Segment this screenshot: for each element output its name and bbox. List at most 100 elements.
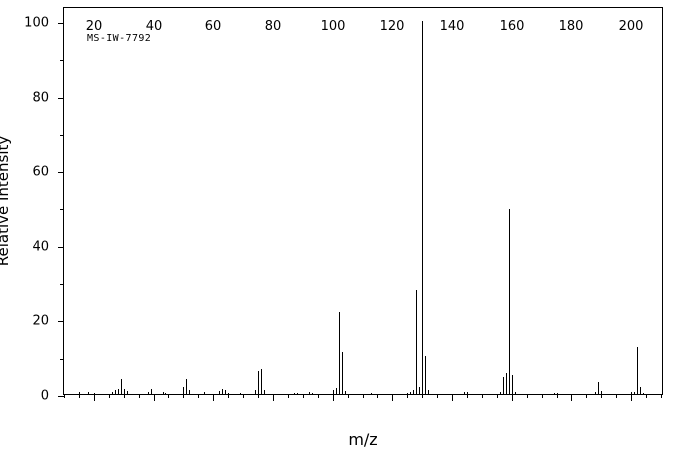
peak-bar bbox=[219, 391, 220, 394]
peak-bar bbox=[515, 391, 516, 394]
peak-bar bbox=[294, 392, 295, 394]
peak-bar bbox=[336, 388, 337, 394]
peak-bar bbox=[342, 352, 343, 394]
y-tick-label: 0 bbox=[40, 388, 49, 404]
y-major-tick: 100 bbox=[24, 15, 64, 30]
x-minor-tick bbox=[243, 394, 244, 398]
x-major-tick bbox=[213, 394, 214, 401]
x-minor-tick bbox=[258, 394, 259, 398]
x-minor-tick bbox=[198, 394, 199, 398]
x-minor-tick bbox=[303, 394, 304, 398]
x-minor-tick bbox=[109, 394, 110, 398]
x-minor-tick bbox=[124, 394, 125, 398]
peak-bar bbox=[598, 382, 599, 394]
peak-bar bbox=[416, 289, 417, 394]
x-minor-tick bbox=[363, 394, 364, 398]
peak-bar bbox=[127, 391, 128, 394]
peak-bar bbox=[309, 392, 310, 394]
x-minor-tick bbox=[661, 394, 662, 398]
x-tick-label: 120 bbox=[379, 19, 405, 34]
peak-bar bbox=[312, 392, 313, 394]
x-major-tick bbox=[631, 394, 632, 401]
y-tick-label: 40 bbox=[32, 239, 49, 255]
x-minor-tick bbox=[482, 394, 483, 398]
peak-bar bbox=[464, 392, 465, 394]
x-minor-tick bbox=[601, 394, 602, 398]
x-minor-tick bbox=[377, 394, 378, 398]
peak-bar bbox=[640, 387, 641, 394]
y-minor-tick bbox=[60, 358, 64, 360]
peak-bar bbox=[118, 389, 119, 394]
peak-bar bbox=[228, 392, 229, 394]
peak-bar bbox=[643, 392, 644, 394]
y-major-tick: 40 bbox=[32, 239, 64, 254]
peak-bar bbox=[186, 378, 187, 394]
peak-bar bbox=[124, 389, 125, 394]
x-tick-label: 100 bbox=[320, 19, 346, 34]
peak-bar bbox=[634, 392, 635, 394]
x-major-tick bbox=[333, 394, 334, 401]
peak-bar bbox=[345, 391, 346, 394]
peak-bar bbox=[554, 392, 555, 394]
x-minor-tick bbox=[407, 394, 408, 398]
y-major-tick: 60 bbox=[32, 165, 64, 180]
x-major-tick bbox=[392, 394, 393, 401]
x-minor-tick bbox=[168, 394, 169, 398]
peak-series bbox=[64, 8, 662, 394]
peak-bar bbox=[506, 372, 507, 394]
peak-bar bbox=[467, 391, 468, 394]
peak-bar bbox=[413, 389, 414, 394]
peak-bar bbox=[410, 391, 411, 394]
x-minor-tick bbox=[557, 394, 558, 398]
peak-bar bbox=[637, 347, 638, 394]
y-major-tick: 20 bbox=[32, 314, 64, 329]
peak-bar bbox=[500, 392, 501, 394]
peak-bar bbox=[339, 311, 340, 394]
peak-bar bbox=[631, 392, 632, 394]
y-major-tick: 0 bbox=[41, 389, 64, 404]
peak-bar bbox=[204, 392, 205, 394]
x-minor-tick bbox=[139, 394, 140, 398]
y-axis-title: Relative Intensity bbox=[0, 135, 12, 267]
x-minor-tick bbox=[586, 394, 587, 398]
x-minor-tick bbox=[288, 394, 289, 398]
y-major-tick: 80 bbox=[32, 90, 64, 105]
peak-bar bbox=[509, 209, 510, 394]
y-minor-tick bbox=[60, 284, 64, 286]
y-tick-label: 20 bbox=[32, 313, 49, 329]
peak-bar bbox=[428, 390, 429, 394]
peak-bar bbox=[333, 389, 334, 394]
y-tick-label: 60 bbox=[32, 164, 49, 180]
peak-bar bbox=[163, 392, 164, 394]
peak-bar bbox=[121, 379, 122, 394]
peak-bar bbox=[189, 390, 190, 394]
x-minor-tick bbox=[183, 394, 184, 398]
y-minor-tick bbox=[60, 60, 64, 62]
x-minor-tick bbox=[467, 394, 468, 398]
x-minor-tick bbox=[497, 394, 498, 398]
x-tick-label: 20 bbox=[85, 19, 103, 34]
x-minor-tick bbox=[64, 394, 65, 398]
y-minor-tick bbox=[60, 209, 64, 211]
y-tick-label: 100 bbox=[24, 15, 49, 31]
x-minor-tick bbox=[318, 394, 319, 398]
peak-bar bbox=[240, 392, 241, 394]
peak-bar bbox=[425, 355, 426, 394]
x-tick-label: 60 bbox=[204, 19, 222, 34]
plot-area: MS-IW-7792 0 20 40 60 80 100 20 40 60 80 100 120 14… bbox=[24, 7, 663, 404]
peak-bar bbox=[407, 392, 408, 394]
x-major-tick bbox=[273, 394, 274, 401]
x-minor-tick bbox=[228, 394, 229, 398]
y-tick-label: 80 bbox=[32, 90, 49, 106]
peak-bar bbox=[258, 370, 259, 394]
x-tick-label: 160 bbox=[499, 19, 525, 34]
x-tick-label: 80 bbox=[264, 19, 282, 34]
peak-bar bbox=[148, 391, 149, 394]
peak-bar bbox=[165, 392, 166, 394]
peak-bar bbox=[112, 391, 113, 394]
x-minor-tick bbox=[422, 394, 423, 398]
x-tick-label: 40 bbox=[145, 19, 163, 34]
y-minor-tick bbox=[60, 134, 64, 136]
x-minor-tick bbox=[437, 394, 438, 398]
